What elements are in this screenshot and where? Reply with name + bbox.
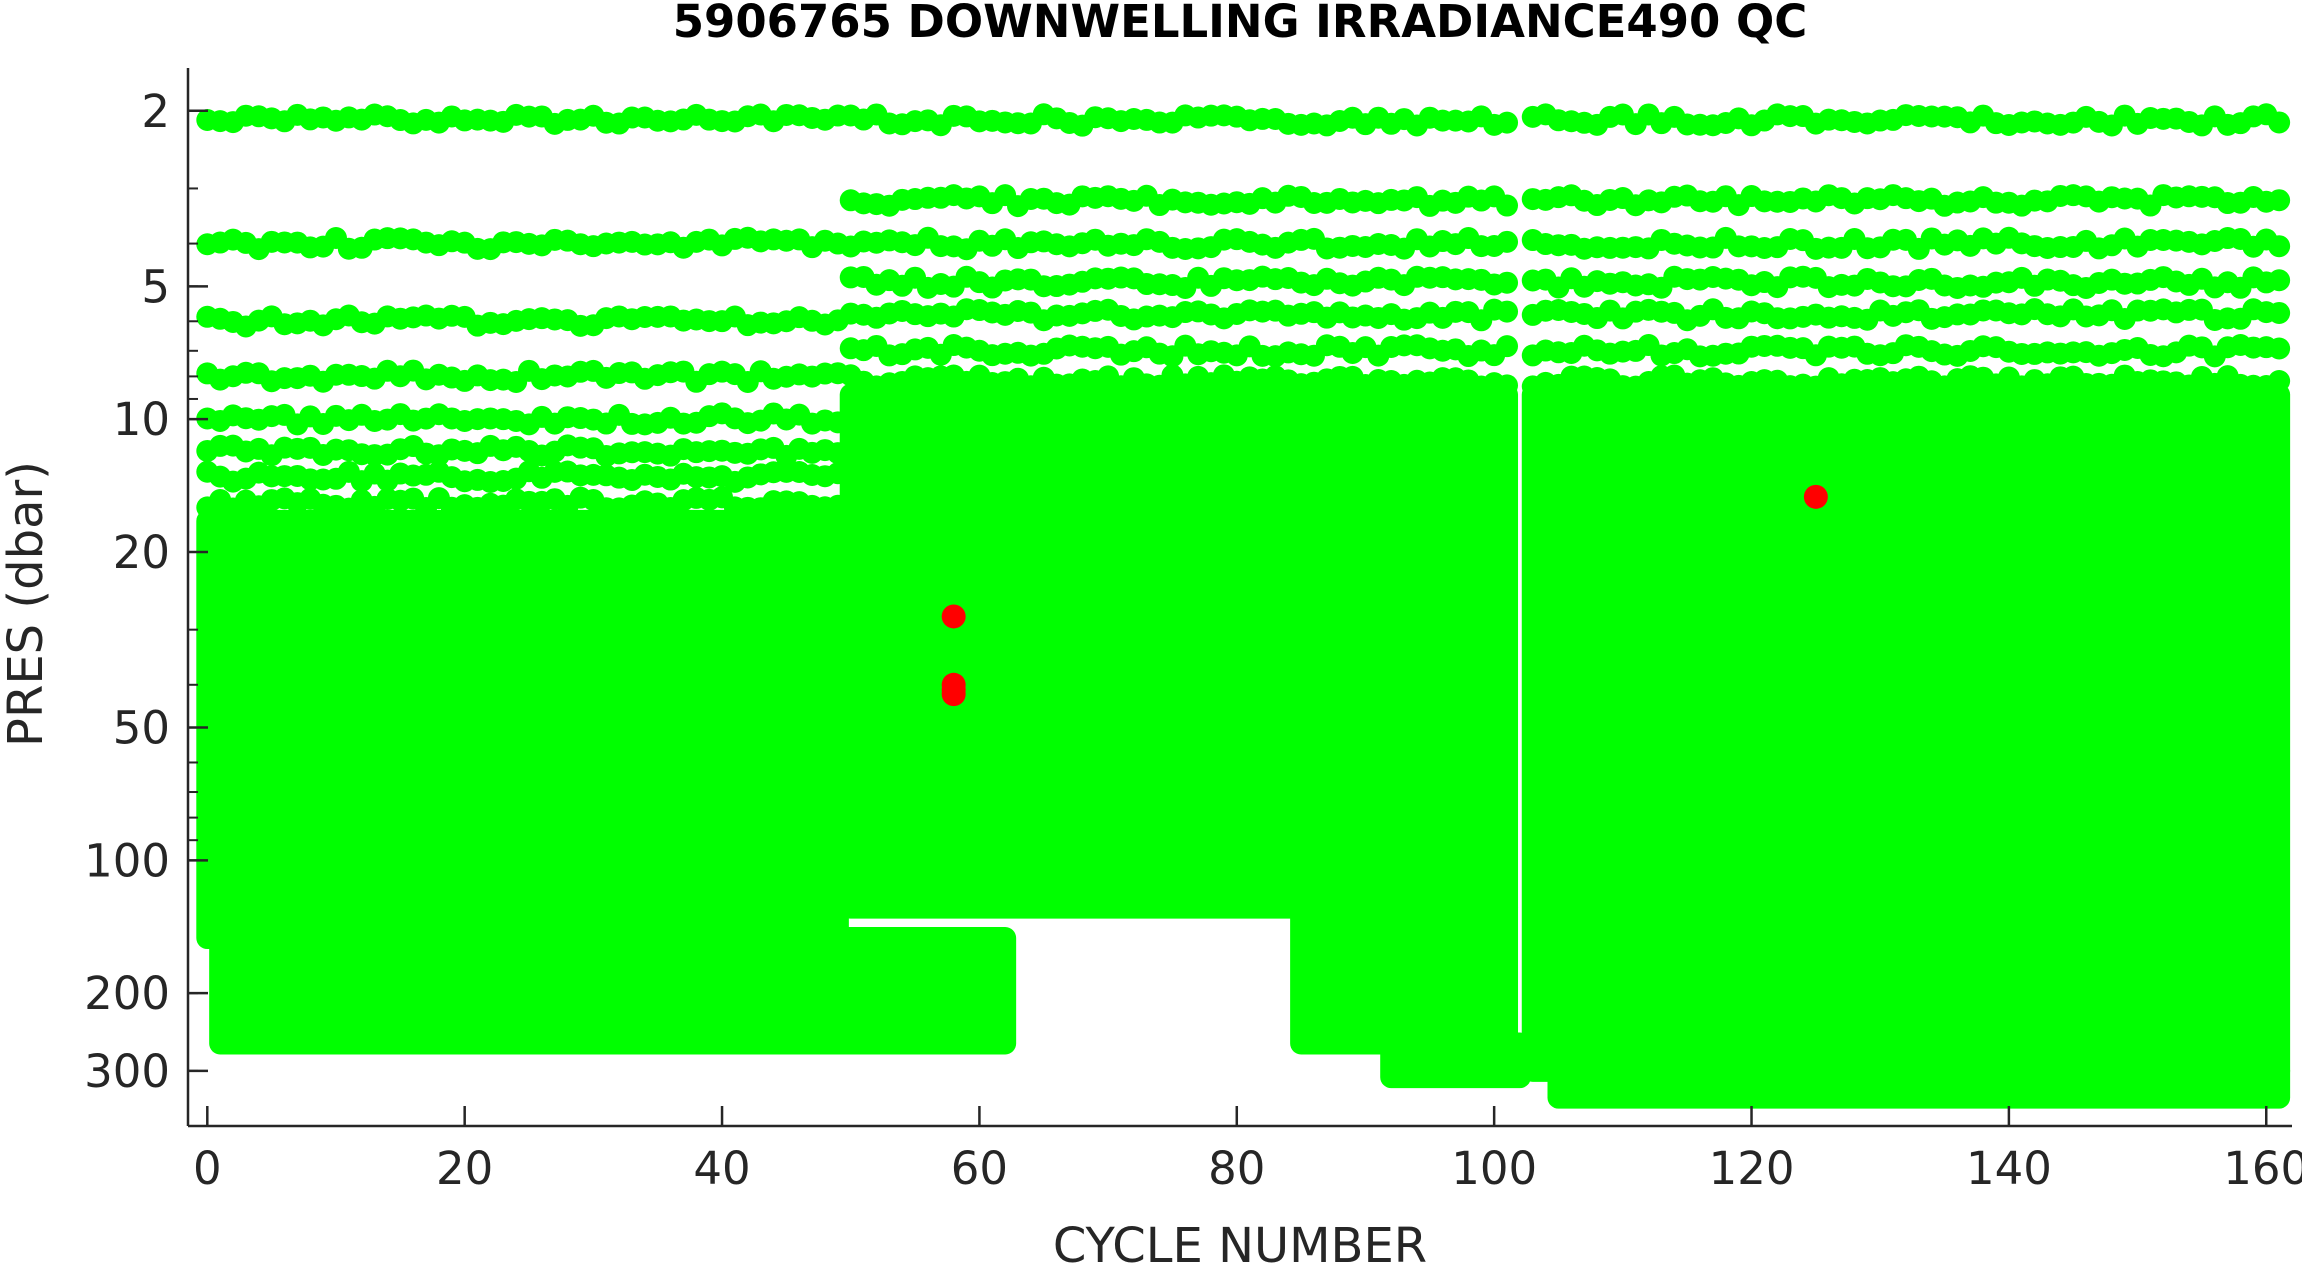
good-qc-dense-block [209, 927, 1017, 1055]
good-qc-dense-block [196, 509, 849, 950]
x-tick-label: 160 [2223, 1142, 2302, 1195]
chart-title: 5906765 DOWNWELLING IRRADIANCE490 QC [673, 0, 1808, 48]
x-tick-label: 20 [436, 1142, 493, 1195]
x-tick-label: 0 [193, 1142, 222, 1195]
good-qc-point [1496, 374, 1519, 397]
axes: 0 20 40 60 80 100 120 140 160 2 5 10 20 50 100 200 300 [84, 68, 2302, 1195]
y-tick-label: 50 [113, 702, 170, 755]
bad-qc-points [941, 484, 1828, 707]
y-tick-label: 10 [113, 393, 170, 446]
x-axis-label: CYCLE NUMBER [1053, 1218, 1427, 1269]
plot-area [196, 103, 2291, 1109]
good-qc-segment [1290, 896, 1519, 1055]
good-qc-segment [196, 103, 849, 950]
y-tick-label: 100 [84, 834, 170, 887]
good-qc-point [2268, 111, 2291, 134]
good-qc-point [2268, 301, 2291, 324]
x-tick-label: 40 [693, 1142, 750, 1195]
good-qc-segment [1547, 1059, 2291, 1109]
y-tick-label: 20 [113, 526, 170, 579]
y-axis-label: PRES (dbar) [0, 461, 54, 747]
good-qc-point [1496, 111, 1519, 134]
good-qc-segment [1521, 103, 2291, 1082]
y-tick-label: 300 [84, 1045, 170, 1098]
good-qc-dense-block [1290, 896, 1519, 1055]
bad-qc-point [941, 604, 966, 629]
good-qc-point [2268, 369, 2291, 392]
good-qc-point [1496, 271, 1519, 294]
good-qc-point [2268, 189, 2291, 212]
good-qc-point [1496, 194, 1519, 217]
y-tick-label: 2 [141, 85, 170, 138]
good-qc-segment [1380, 1032, 1531, 1089]
y-tick-label: 200 [84, 967, 170, 1020]
x-tick-label: 140 [1966, 1142, 2052, 1195]
x-tick-label: 100 [1451, 1142, 1537, 1195]
x-tick-label: 120 [1709, 1142, 1795, 1195]
good-qc-point [2268, 337, 2291, 360]
good-qc-point [2268, 235, 2291, 258]
good-qc-dense-block [839, 383, 1519, 919]
y-tick-label: 5 [141, 260, 170, 313]
good-qc-point [1496, 300, 1519, 323]
bad-qc-point [1803, 484, 1828, 509]
x-tick-label: 80 [1208, 1142, 1265, 1195]
good-qc-point [2268, 269, 2291, 292]
good-qc-segment [209, 927, 1017, 1055]
x-tick-label: 60 [951, 1142, 1008, 1195]
good-qc-point [1496, 335, 1519, 358]
good-qc-dense-block [1521, 383, 2291, 1082]
bad-qc-point [941, 682, 966, 707]
good-qc-dense-block [1547, 1059, 2291, 1109]
good-qc-segment [839, 103, 1519, 919]
good-qc-dense-block [1380, 1032, 1531, 1089]
good-qc-point [1496, 230, 1519, 253]
